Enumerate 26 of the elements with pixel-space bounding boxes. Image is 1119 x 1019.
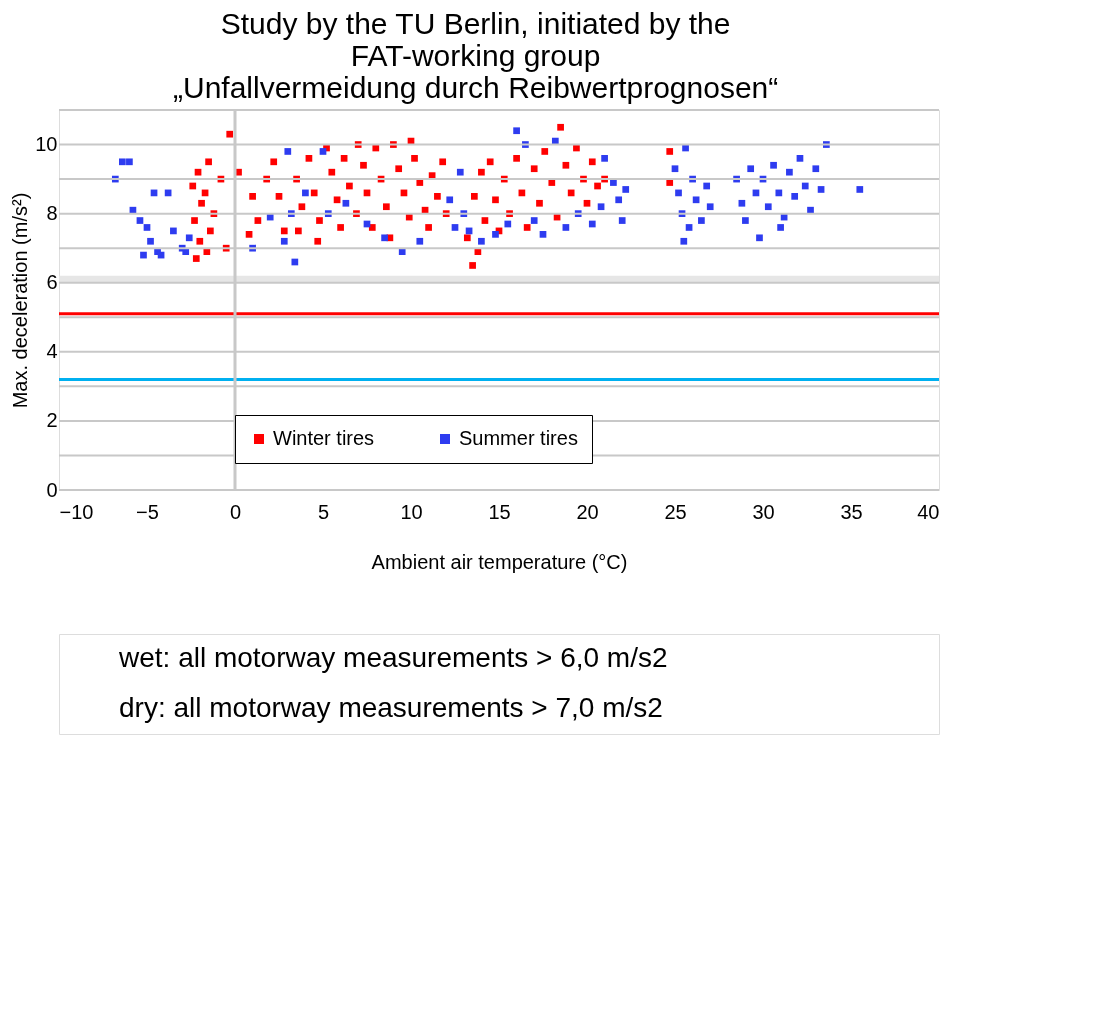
legend-label: Winter tires: [273, 427, 375, 449]
x-tick-label: 10: [400, 500, 423, 523]
x-tick-label: 30: [752, 500, 775, 523]
y-tick-label: 4: [46, 340, 58, 363]
text: dry: all motorway measurements > 7,0 m/s2: [119, 692, 663, 723]
text: FAT-working group: [350, 39, 601, 72]
x-tick-label: 0: [229, 500, 242, 523]
y-axis-title: Max. deceleration (m/s²): [9, 192, 32, 409]
y-tick-label: 10: [35, 133, 58, 156]
x-tick-label: −5: [136, 500, 159, 523]
x-tick-label: 5: [317, 500, 330, 523]
x-tick-label: 15: [488, 500, 511, 523]
y-tick-label: 6: [46, 271, 58, 294]
x-axis-title: Ambient air temperature (°C): [371, 550, 628, 573]
x-tick-label: 40: [917, 500, 940, 523]
legend-label: Summer tires: [459, 427, 578, 449]
y-tick-label: 2: [46, 409, 58, 432]
y-tick-label: 8: [46, 202, 58, 225]
x-tick-label: 25: [664, 500, 687, 523]
y-tick-label: 0: [46, 478, 58, 501]
text: wet: all motorway measurements > 6,0 m/s2: [118, 642, 668, 673]
x-tick-label: 35: [840, 500, 863, 523]
text: Study by the TU Berlin, initiated by the: [220, 7, 731, 40]
text: „Unfallvermeidung durch Reibwertprognosen“: [172, 71, 779, 104]
x-tick-label: −10: [59, 500, 94, 523]
x-tick-label: 20: [576, 500, 599, 523]
